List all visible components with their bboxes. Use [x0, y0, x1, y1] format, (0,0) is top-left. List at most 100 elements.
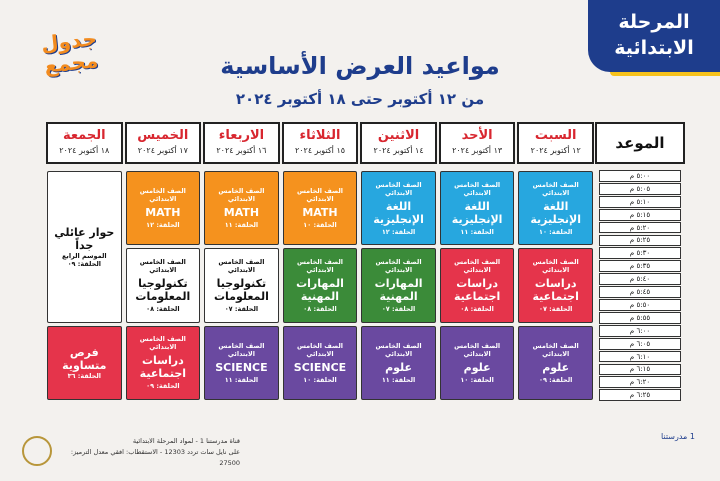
day-header: الأحد ١٣ أكتوبر ٢٠٢٤ — [438, 122, 516, 164]
footer-line: قناة مدرستنا 1 - لمواد المرحلة الابتدائي… — [132, 437, 240, 445]
seal — [22, 436, 52, 466]
episode: الحلقة: ١٢ — [381, 227, 416, 236]
title: مواعيد العرض الأساسية — [220, 52, 500, 80]
time-slot: ٦:٢٥ م — [599, 389, 681, 402]
episode: الحلقة: ١٠ — [303, 375, 337, 384]
subject: المهارات المهنية — [296, 277, 344, 304]
day-header: الاربعاء ١٦ أكتوبر ٢٠٢٤ — [203, 122, 280, 164]
day-date: ١٢ أكتوبر ٢٠٢٤ — [530, 146, 581, 155]
day-name: الأحد — [461, 128, 493, 143]
grade: الصف الخامس الابتدائي — [375, 341, 422, 358]
grade: الصف الخامس الابتدائي — [296, 187, 344, 204]
day-date: ١٦ أكتوبر ٢٠٢٤ — [216, 146, 267, 155]
episode: الحلقة: ١٠ — [460, 375, 494, 384]
subject: تكنولوجيا المعلومات — [213, 277, 269, 304]
episode: الحلقة: ١١ — [460, 227, 494, 236]
program-block: الصف الخامس الابتدائي علوم الحلقة: ١١ — [361, 325, 436, 401]
grade: الصف الخامس الابتدائي — [296, 258, 344, 275]
subject: MATH — [302, 206, 338, 220]
subject: علوم — [542, 360, 570, 374]
badge-line — [610, 72, 720, 76]
day-header: السبت ١٢ أكتوبر ٢٠٢٤ — [517, 122, 594, 164]
program-block: الصف الخامس الابتدائي علوم الحلقة: ١٠ — [439, 325, 515, 401]
day-date: ١٧ أكتوبر ٢٠٢٤ — [137, 146, 188, 155]
grade: الصف الخامس الابتدائي — [218, 187, 265, 204]
subject: دراسات اجتماعية — [453, 277, 501, 304]
time-slot: ٥:٥٥ م — [599, 311, 681, 324]
day-header: الثلاثاء ١٥ أكتوبر ٢٠٢٤ — [281, 122, 359, 164]
time-slot: ٥:٢٠ م — [599, 221, 681, 234]
day-header: الجمعة ١٨ أكتوبر ٢٠٢٤ — [46, 122, 123, 164]
time-slot: ٥:٤٠ م — [599, 273, 681, 286]
time-slot: ٥:٣٠ م — [599, 247, 681, 260]
subject: اللغة الإنجليزية — [451, 199, 503, 226]
time-slot: ٥:٢٥ م — [599, 234, 681, 247]
day-name: السبت — [534, 128, 577, 143]
footer-text: قناة مدرستنا 1 - لمواد المرحلة الابتدائي… — [60, 436, 240, 469]
grade: الصف الخامس الابتدائي — [375, 180, 422, 197]
subject: دراسات اجتماعية — [139, 354, 187, 381]
grade: الصف الخامس الابتدائي — [454, 341, 501, 358]
episode: الحلقة: ١١ — [224, 221, 259, 230]
day-header: الاثنين ١٤ أكتوبر ٢٠٢٤ — [360, 122, 437, 164]
time-slot: ٦:١٠ م — [599, 350, 681, 363]
grade: الصف الخامس الابتدائي — [454, 180, 501, 197]
grade: الصف الخامس الابتدائي — [375, 258, 422, 275]
time-slot: ٥:٣٥ م — [599, 260, 681, 273]
episode: الحلقة: ٠٩ — [538, 375, 573, 384]
stage-badge: المرحلة الابتدائية — [588, 0, 720, 72]
program-block: الصف الخامس الابتدائي اللغة الإنجليزية الح… — [439, 171, 515, 246]
program-title: حوار عائلي جداً — [54, 225, 115, 252]
episode: الحلقة: ٠٩ — [67, 259, 101, 268]
day-date: ١٨ أكتوبر ٢٠٢٤ — [59, 146, 110, 155]
subject: دراسات اجتماعية — [532, 277, 579, 304]
episode: الحلقة: ٠٧ — [381, 305, 416, 314]
episode: الحلقة: ٠٩ — [146, 382, 180, 391]
time-slot: ٦:٠٠ م — [599, 324, 681, 337]
subject: اللغة الإنجليزية — [530, 199, 582, 226]
time-slot: ٥:٤٥ م — [599, 286, 681, 298]
episode: الحلقة: ٠٨ — [460, 305, 494, 314]
subject: المهارات المهنية — [374, 277, 423, 304]
time-slot: ٦:٠٥ م — [599, 337, 681, 350]
episode: الحلقة: ١٢ — [146, 221, 180, 230]
season: الموسم الرابع — [61, 251, 107, 260]
subject: تكنولوجيا المعلومات — [135, 277, 191, 304]
subtitle: من ١٢ أكتوبر حتى ١٨ أكتوبر ٢٠٢٤ — [235, 90, 485, 108]
day-date: ١٤ أكتوبر ٢٠٢٤ — [373, 146, 424, 155]
grade: الصف الخامس الابتدائي — [139, 335, 186, 352]
program-block: الصف الخامس الابتدائي تكنولوجيا المعلومات… — [125, 248, 201, 323]
grade: الصف الخامس الابتدائي — [532, 341, 579, 358]
grade: الصف الخامس الابتدائي — [454, 258, 501, 275]
time-slot: ٥:٠٥ م — [599, 182, 681, 195]
program-title: فرص متساوية — [62, 345, 107, 372]
subject: MATH — [223, 206, 260, 220]
program-block: الصف الخامس الابتدائي علوم الحلقة: ٠٩ — [518, 325, 593, 401]
program-block: الصف الخامس الابتدائي تكنولوجيا المعلومات… — [204, 248, 279, 323]
day-name: الجمعة — [62, 128, 106, 143]
grade: الصف الخامس الابتدائي — [218, 341, 265, 358]
time-slot: ٥:١٥ م — [599, 208, 681, 221]
day-date: ١٥ أكتوبر ٢٠٢٤ — [294, 146, 346, 155]
grade: الصف الخامس الابتدائي — [218, 258, 265, 275]
time-slot: ٥:٥٠ م — [599, 299, 681, 311]
footer-line: على نايل سات تردد 12303 - الاستقطاب: افق… — [70, 448, 240, 467]
program-block: الصف الخامس الابتدائي MATH الحلقة: ١١ — [204, 171, 279, 246]
day-name: الخميس — [137, 128, 189, 143]
time-slot: ٥:٠٠ م — [599, 170, 681, 182]
program-block: الصف الخامس الابتدائي SCIENCE الحلقة: ١١ — [204, 325, 279, 401]
program-block: الصف الخامس الابتدائي دراسات اجتماعية الحل… — [125, 325, 201, 401]
program-block: الصف الخامس الابتدائي اللغة الإنجليزية الح… — [361, 171, 436, 246]
program-block: الصف الخامس الابتدائي دراسات اجتماعية الحل… — [439, 248, 515, 323]
program-block: الصف الخامس الابتدائي دراسات اجتماعية الحل… — [518, 248, 593, 323]
episode: الحلقة: ٠٨ — [303, 305, 337, 314]
subject: SCIENCE — [293, 360, 347, 374]
grade: الصف الخامس الابتدائي — [532, 258, 579, 275]
subject: علوم — [385, 360, 413, 374]
episode: الحلقة: ١٠ — [303, 221, 337, 230]
subject: MATH — [145, 206, 181, 220]
program-block: حوار عائلي جداً الموسم الرابع الحلقة: ٠٩ — [47, 171, 122, 323]
subject: علوم — [463, 360, 491, 374]
grade: الصف الخامس الابتدائي — [296, 341, 344, 358]
